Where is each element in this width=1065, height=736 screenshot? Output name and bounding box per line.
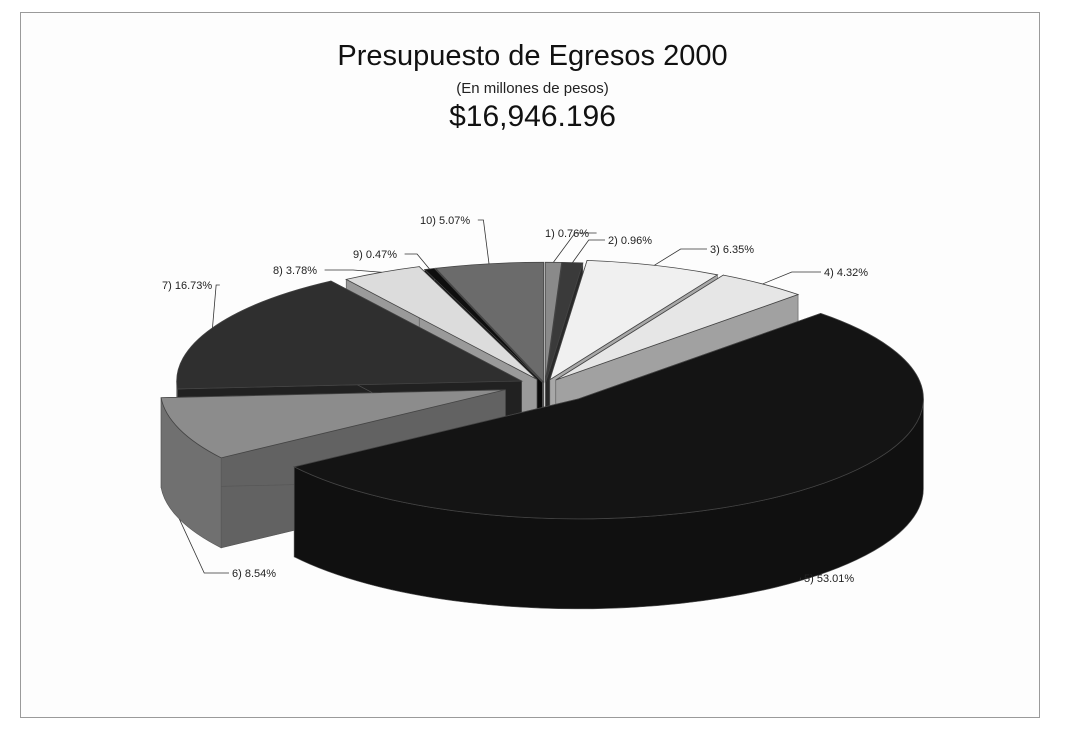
pie-slice-label: 7) 16.73%: [162, 280, 212, 292]
pie-slice-label: 9) 0.47%: [353, 249, 397, 261]
pie-slice: [345, 266, 538, 380]
leader-line: [404, 253, 430, 270]
leader-line: [572, 239, 605, 263]
pie-slice-label: 1) 0.76%: [545, 228, 589, 240]
pie-slice: [549, 259, 719, 381]
pie-slice: [293, 313, 924, 520]
pie-slice: [555, 274, 800, 381]
pie-slice-label: 10) 5.07%: [420, 215, 470, 227]
chart-total: $16,946.196: [449, 100, 616, 133]
pie-slice-label: 3) 6.35%: [710, 244, 754, 256]
pie-slice: [160, 389, 506, 459]
leader-line: [799, 577, 801, 581]
leader-line: [762, 271, 821, 285]
pie-slice-label: 6) 8.54%: [232, 568, 276, 580]
leader-line: [324, 269, 382, 273]
pie-slice-label: 8) 3.78%: [273, 265, 317, 277]
leader-line: [654, 248, 707, 266]
pie-slice: [176, 280, 524, 390]
leader-line: [212, 284, 220, 328]
leader-line: [553, 232, 597, 263]
pie-slice-label: 2) 0.96%: [608, 235, 652, 247]
chart-subtitle: (En millones de pesos): [456, 80, 609, 97]
chart-title: Presupuesto de Egresos 2000: [337, 40, 728, 72]
pie-slice-label: 4) 4.32%: [824, 267, 868, 279]
pie-slice: [423, 267, 543, 383]
pie-slice: [545, 261, 584, 383]
pie-slice: [434, 261, 545, 384]
leader-line: [179, 519, 229, 574]
leader-line: [477, 219, 490, 264]
pie-slice-label: 5) 53.01%: [804, 573, 854, 585]
